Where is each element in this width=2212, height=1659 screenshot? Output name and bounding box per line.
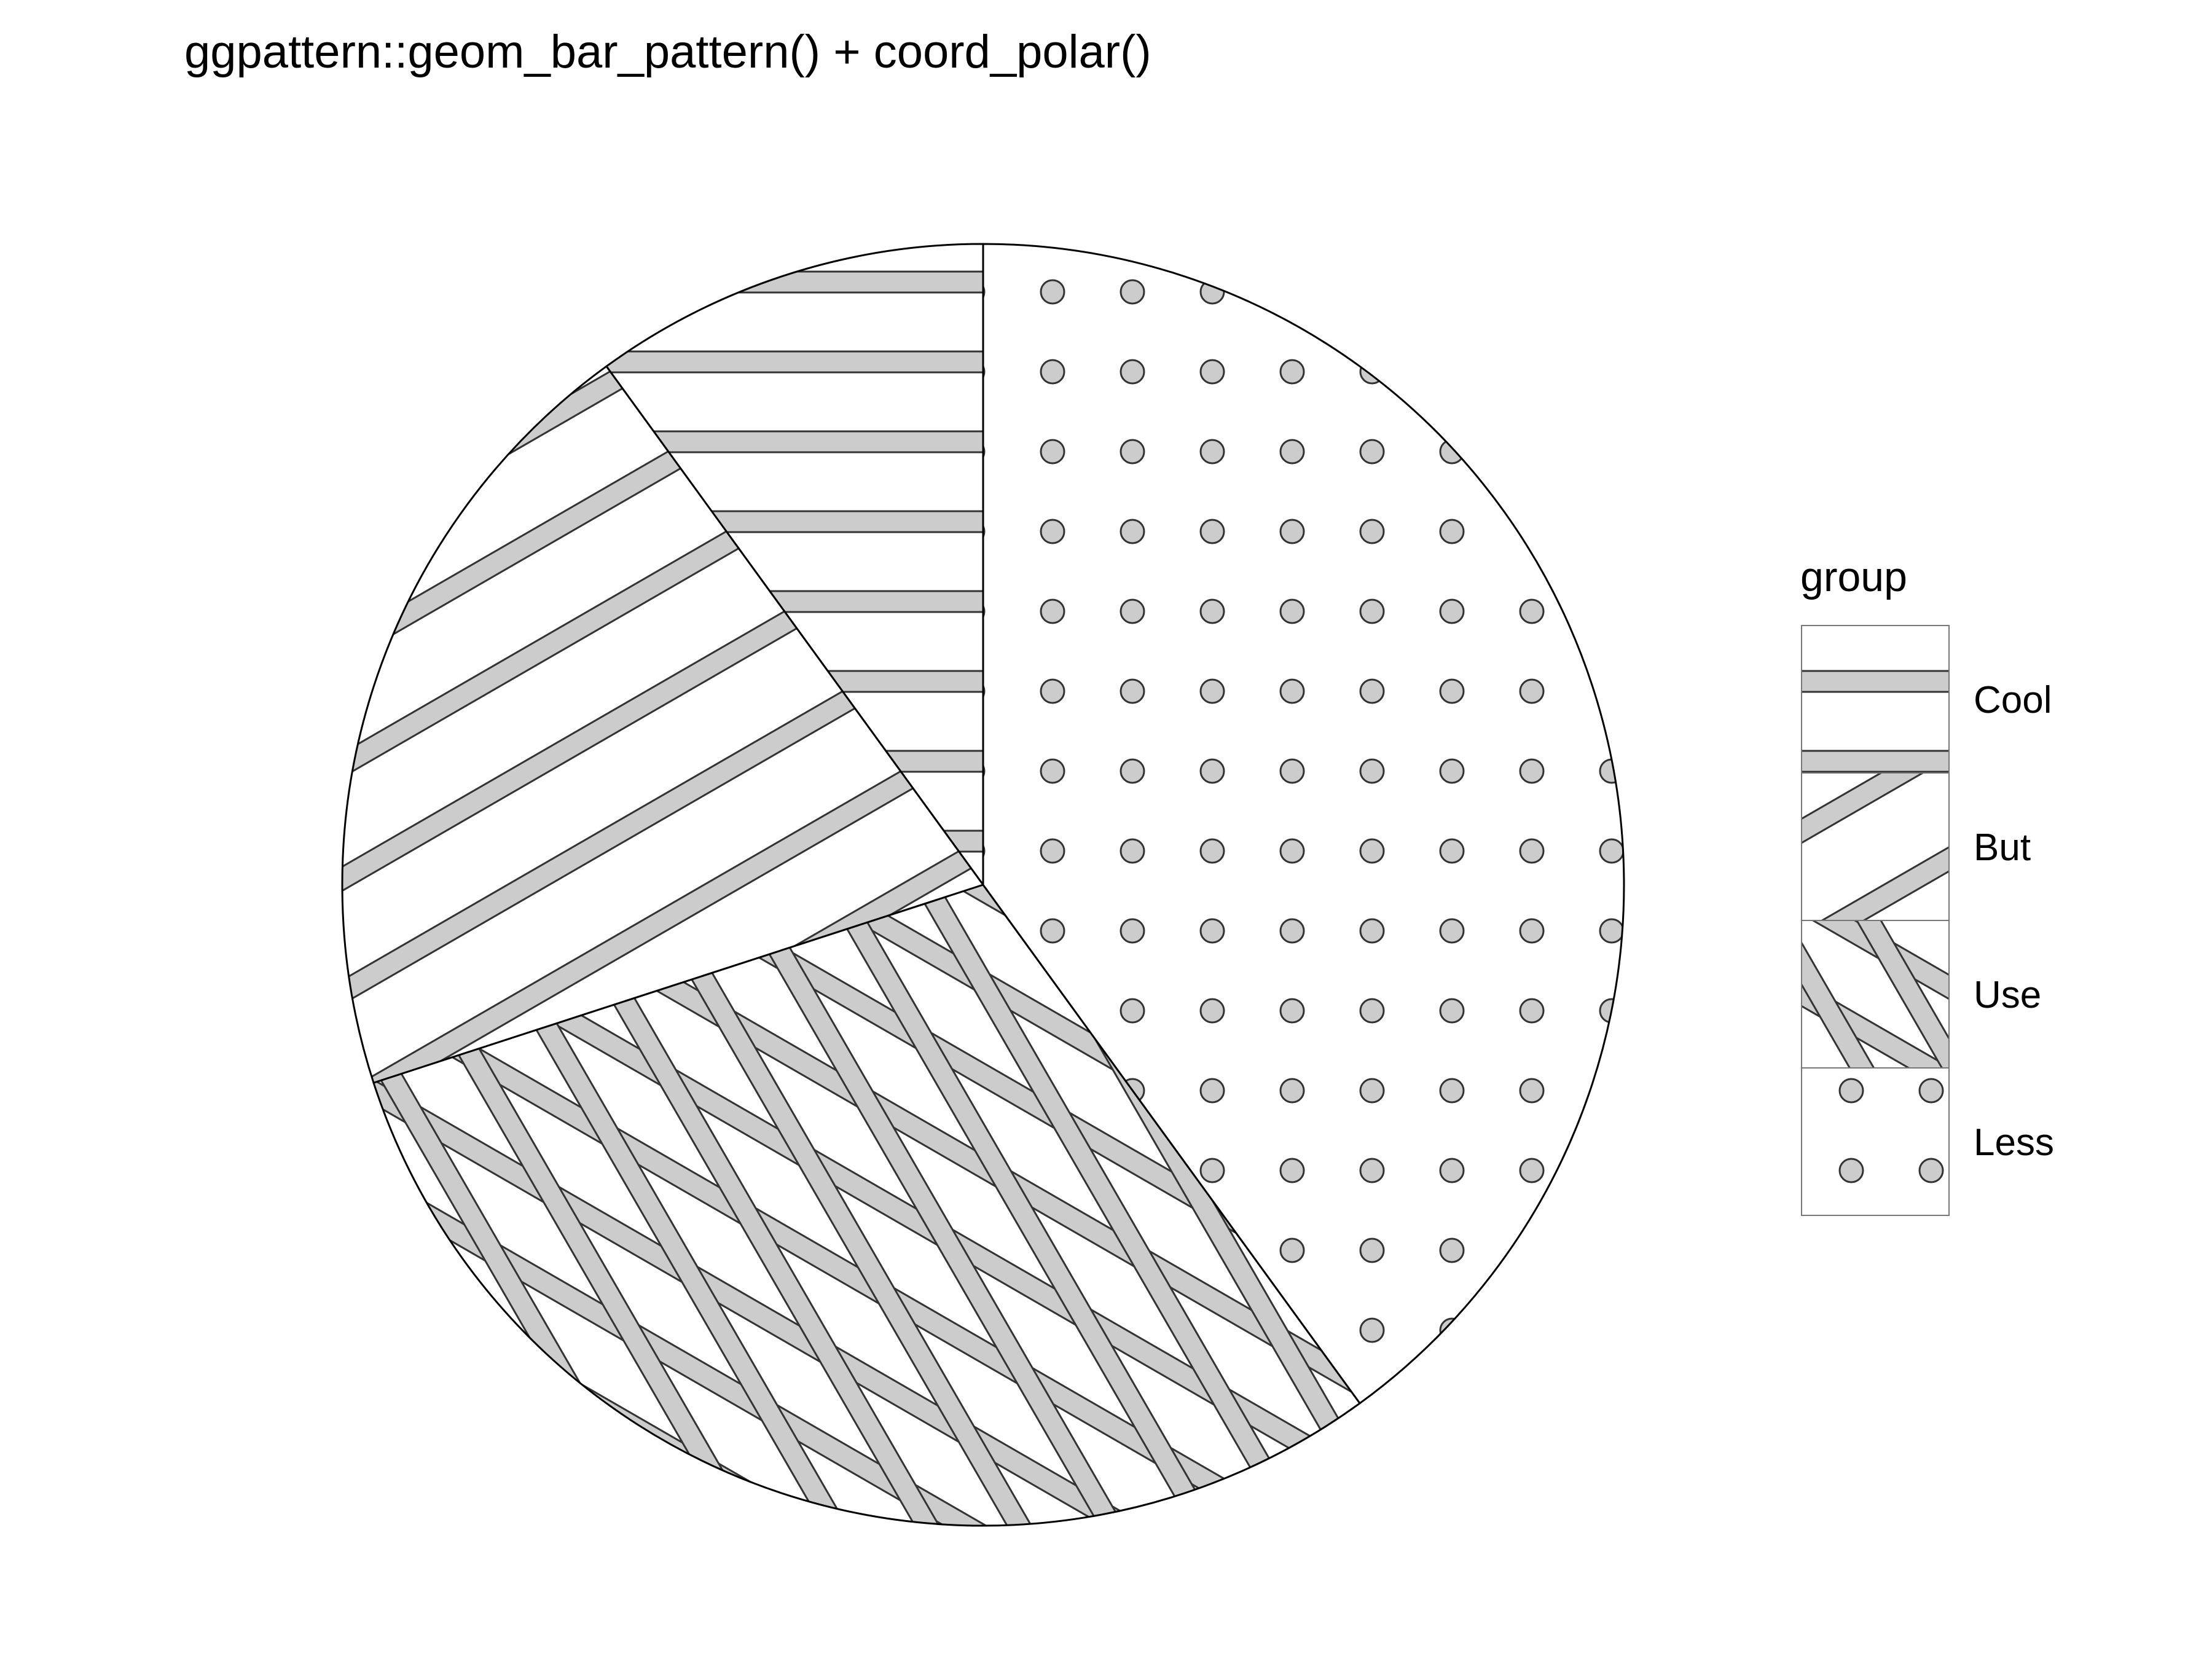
slice-less (982, 243, 1625, 1405)
legend-label-less: Less (1974, 1121, 2054, 1164)
pie-slices (341, 243, 1625, 1527)
slice-use (372, 884, 1362, 1527)
slice-cool (605, 243, 984, 888)
legend-key-less (1801, 1067, 1950, 1216)
legend-label-but: But (1974, 826, 2031, 869)
legend-key-cool (1801, 625, 1950, 774)
chart-title: ggpattern::geom_bar_pattern() + coord_po… (184, 26, 1151, 78)
legend-label-use: Use (1974, 974, 2041, 1016)
legend-key-use (1801, 920, 1950, 1069)
slice-but (341, 365, 985, 1084)
legend-title: group (1800, 554, 1907, 600)
legend-key-but (1801, 772, 1950, 921)
legend-label-cool: Cool (1974, 679, 2052, 721)
legend: group Cool But Use Less (1800, 554, 2054, 1216)
legend-keys: Cool But Use Less (1801, 625, 2054, 1216)
